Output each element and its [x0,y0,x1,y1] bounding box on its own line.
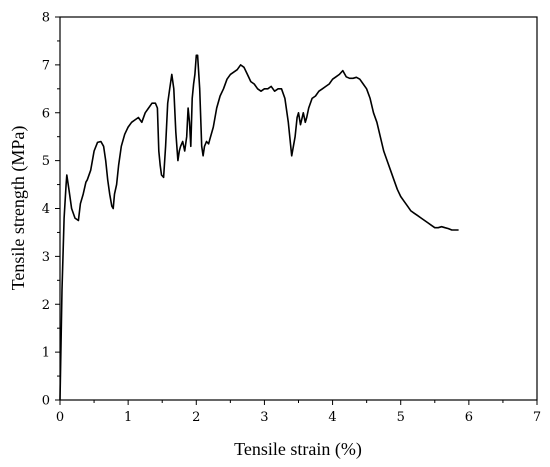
x-tick-label: 7 [533,410,541,425]
x-tick-label: 0 [56,410,64,425]
series-line [59,54,459,401]
x-tick-label: 6 [465,410,473,425]
y-tick-label: 6 [42,106,50,121]
y-axis-title: Tensile strength (MPa) [8,126,29,291]
x-tick-label: 1 [124,410,132,425]
y-tick-label: 5 [42,154,50,169]
y-tick-label: 0 [42,394,50,409]
x-tick-label: 4 [328,410,336,425]
x-tick-label: 2 [192,410,200,425]
x-axis-title: Tensile strain (%) [234,439,362,460]
plot-border [59,16,538,401]
y-tick-label: 1 [42,346,50,361]
y-tick-label: 3 [42,250,50,265]
y-tick-label: 8 [42,11,50,26]
y-tick-label: 7 [42,58,50,73]
y-axis-ticks [55,16,60,401]
y-tick-label: 2 [42,298,50,313]
x-tick-label: 5 [397,410,405,425]
x-axis-tick-labels: 0 1 2 3 4 5 6 7 [56,410,541,425]
y-axis-tick-labels: 0 1 2 3 4 5 6 7 8 [42,11,50,409]
y-tick-label: 4 [42,202,50,217]
plot-area [59,16,538,401]
x-tick-label: 3 [260,410,268,425]
x-axis-ticks [59,400,538,405]
